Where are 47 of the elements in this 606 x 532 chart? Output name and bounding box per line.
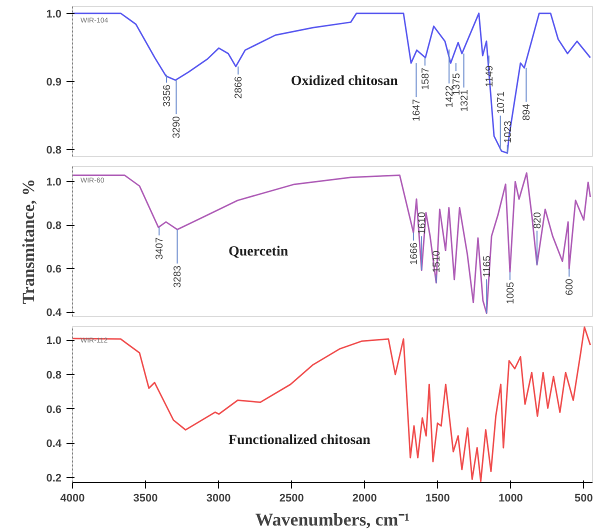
y-tick-label: 0.9 xyxy=(46,76,62,88)
annotation: 1647 xyxy=(412,98,423,122)
annotation: 3407 xyxy=(154,236,166,260)
y-tick-label: 0.8 xyxy=(46,144,62,157)
x-tick-label: 4000 xyxy=(60,492,85,504)
line-series xyxy=(72,172,592,314)
y-axis-title: Transmitance, % xyxy=(19,178,38,304)
y-tick-label: 0.6 xyxy=(46,404,62,416)
x-tick-label: 3000 xyxy=(206,492,231,504)
x-tick-label: 500 xyxy=(574,492,593,504)
y-tick-label: 1.0 xyxy=(46,8,62,20)
line-series xyxy=(72,12,592,154)
line-series xyxy=(72,326,592,482)
y-tick-label: 0.6 xyxy=(46,264,62,276)
y-tick-label: 0.4 xyxy=(46,307,62,320)
annotation: 1165 xyxy=(482,255,494,278)
annotation: 1666 xyxy=(408,242,420,265)
annotation: 3283 xyxy=(172,265,184,288)
annotation: 3290 xyxy=(172,116,183,138)
annotation: 600 xyxy=(564,278,576,296)
annotation: 820 xyxy=(532,212,544,229)
x-axis-title: Wavenumbers, cm⁻¹ xyxy=(255,510,410,530)
annotation: 1610 xyxy=(417,212,428,234)
x-tick-label: 1500 xyxy=(425,492,450,504)
y-tick-label: 1.0 xyxy=(46,176,62,189)
annotation: 2866 xyxy=(234,76,245,99)
annotation: 1321 xyxy=(459,89,470,112)
x-tick-label: 1000 xyxy=(498,492,523,504)
y-tick-label: 0.8 xyxy=(46,370,62,382)
annotation: 3356 xyxy=(162,84,174,107)
x-tick-label: 2500 xyxy=(279,492,304,504)
y-tick-label: 1.0 xyxy=(46,335,62,348)
annotation: 894 xyxy=(522,103,533,121)
annotation: 1149 xyxy=(484,65,496,88)
series-label: Oxidized chitosan xyxy=(290,74,398,89)
annotation: 1510 xyxy=(432,250,443,273)
x-tick-label: 2000 xyxy=(352,492,377,504)
y-tick-label: 0.4 xyxy=(46,438,62,450)
y-tick-label: 0.2 xyxy=(46,472,62,484)
text: Quercetin xyxy=(228,244,288,260)
annotation: 1023 xyxy=(502,120,514,144)
annotation: 1071 xyxy=(496,90,507,114)
y-tick-label: 0.8 xyxy=(46,220,62,232)
annotation: 1005 xyxy=(505,281,516,304)
x-tick-label: 3500 xyxy=(133,492,158,504)
annotation: 1587 xyxy=(420,67,432,90)
series-label: Functionalized chitosan xyxy=(228,433,371,448)
